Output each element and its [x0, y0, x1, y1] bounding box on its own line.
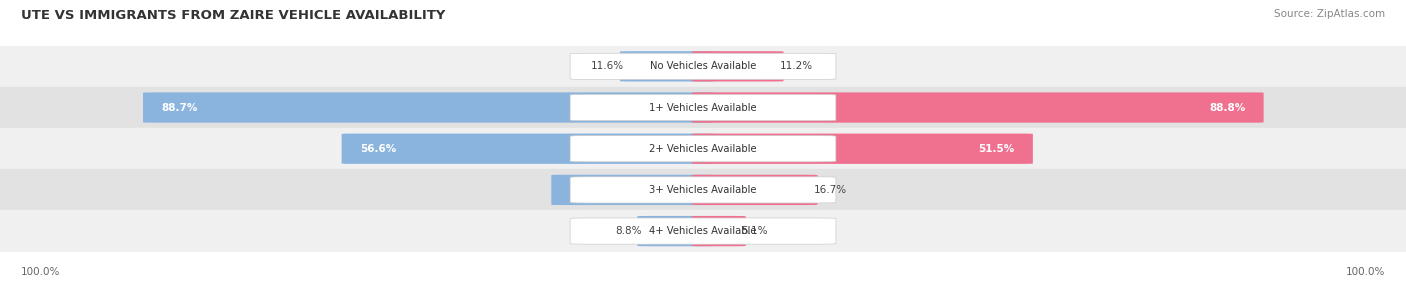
Text: 11.2%: 11.2%: [779, 61, 813, 71]
Text: 1+ Vehicles Available: 1+ Vehicles Available: [650, 103, 756, 112]
Text: No Vehicles Available: No Vehicles Available: [650, 61, 756, 71]
Text: 56.6%: 56.6%: [360, 144, 396, 154]
Text: 16.7%: 16.7%: [813, 185, 846, 195]
FancyBboxPatch shape: [692, 51, 783, 82]
FancyBboxPatch shape: [571, 53, 835, 80]
FancyBboxPatch shape: [571, 177, 835, 203]
Text: 4+ Vehicles Available: 4+ Vehicles Available: [650, 226, 756, 236]
FancyBboxPatch shape: [571, 136, 835, 162]
Text: UTE VS IMMIGRANTS FROM ZAIRE VEHICLE AVAILABILITY: UTE VS IMMIGRANTS FROM ZAIRE VEHICLE AVA…: [21, 9, 446, 21]
FancyBboxPatch shape: [551, 175, 714, 205]
Bar: [0, 87, 1406, 128]
Text: 11.6%: 11.6%: [591, 61, 624, 71]
Bar: [0, 46, 1406, 87]
Text: 3+ Vehicles Available: 3+ Vehicles Available: [650, 185, 756, 195]
FancyBboxPatch shape: [571, 218, 835, 244]
FancyBboxPatch shape: [692, 134, 1033, 164]
Text: 2+ Vehicles Available: 2+ Vehicles Available: [650, 144, 756, 154]
FancyBboxPatch shape: [692, 216, 745, 246]
FancyBboxPatch shape: [637, 216, 714, 246]
Bar: [0, 169, 1406, 210]
Text: Source: ZipAtlas.com: Source: ZipAtlas.com: [1274, 9, 1385, 19]
Text: 88.7%: 88.7%: [162, 103, 198, 112]
Text: 88.8%: 88.8%: [1209, 103, 1246, 112]
FancyBboxPatch shape: [620, 51, 714, 82]
FancyBboxPatch shape: [143, 92, 714, 123]
FancyBboxPatch shape: [692, 92, 1264, 123]
Bar: [0, 210, 1406, 252]
Text: 100.0%: 100.0%: [21, 267, 60, 277]
Text: 100.0%: 100.0%: [1346, 267, 1385, 277]
FancyBboxPatch shape: [571, 94, 835, 121]
Bar: [0, 128, 1406, 169]
FancyBboxPatch shape: [692, 175, 817, 205]
Text: 51.5%: 51.5%: [979, 144, 1015, 154]
FancyBboxPatch shape: [342, 134, 714, 164]
Text: 8.8%: 8.8%: [614, 226, 641, 236]
Text: 22.7%: 22.7%: [569, 185, 606, 195]
Text: 5.1%: 5.1%: [741, 226, 768, 236]
